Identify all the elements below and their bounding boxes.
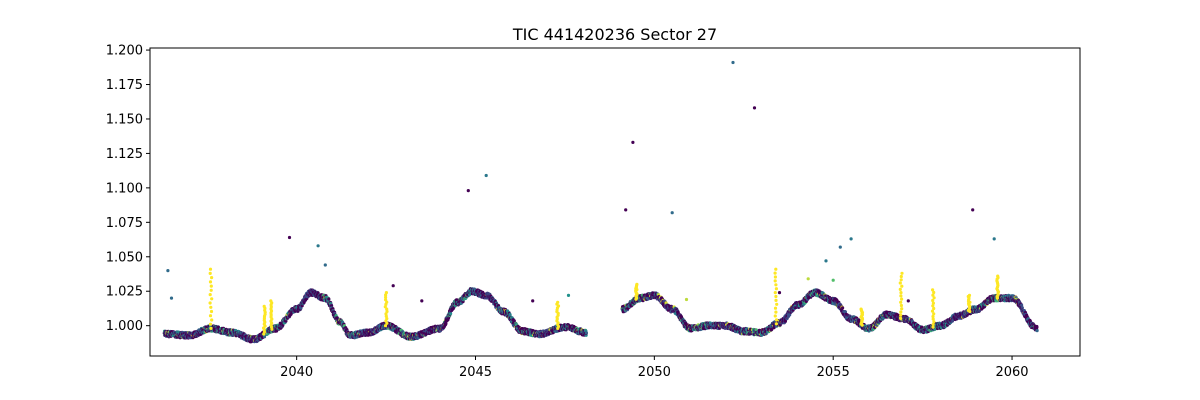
data-point	[508, 313, 512, 317]
data-point	[841, 306, 845, 310]
data-point	[281, 323, 285, 327]
data-points-layer	[162, 60, 1039, 344]
data-point	[449, 312, 453, 316]
data-point	[284, 319, 288, 323]
data-point	[444, 321, 448, 326]
data-point	[584, 331, 589, 335]
chart-title: TIC 441420236 Sector 27	[512, 25, 717, 44]
data-point	[327, 297, 331, 301]
